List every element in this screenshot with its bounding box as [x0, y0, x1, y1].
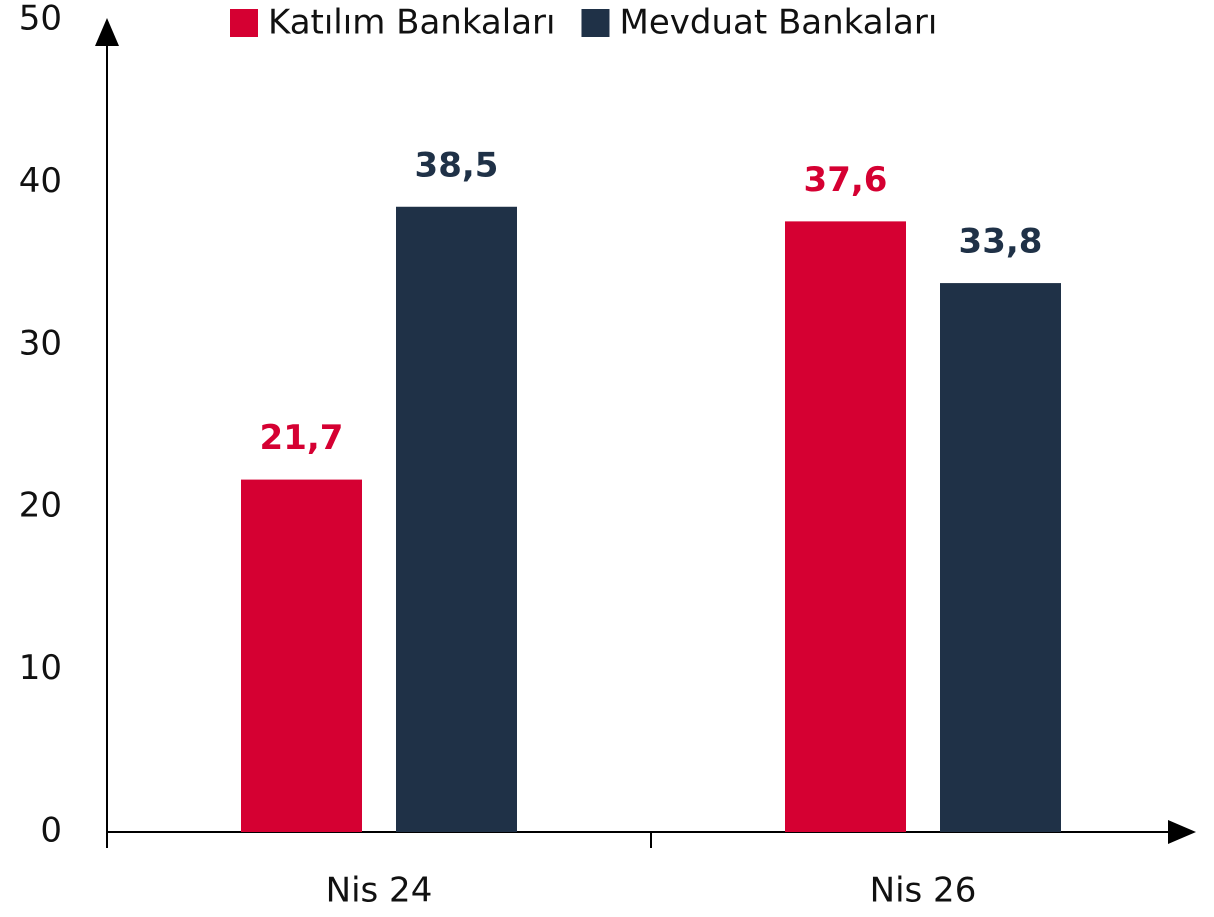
x-tick-label: Nis 26	[870, 871, 977, 911]
y-tick-label: 50	[19, 0, 62, 39]
legend-label: Mevduat Bankaları	[619, 3, 937, 43]
x-tick-label: Nis 24	[326, 871, 433, 911]
bar	[396, 206, 517, 832]
value-label: 38,5	[415, 145, 499, 185]
bar	[241, 479, 362, 832]
value-label: 37,6	[804, 160, 888, 200]
bar	[940, 283, 1061, 832]
legend-label: Katılım Bankaları	[268, 3, 555, 43]
y-tick-label: 20	[19, 486, 62, 526]
x-axis-arrow	[1168, 820, 1196, 844]
legend-swatch	[230, 9, 258, 37]
y-tick-label: 40	[19, 161, 62, 201]
y-axis-arrow	[95, 18, 119, 46]
legend-swatch	[581, 9, 610, 37]
y-tick-label: 10	[19, 648, 62, 688]
y-tick-label: 0	[40, 811, 62, 851]
value-label: 33,8	[959, 222, 1043, 262]
value-label: 21,7	[260, 418, 344, 458]
y-tick-label: 30	[19, 323, 62, 363]
bar	[785, 221, 906, 833]
